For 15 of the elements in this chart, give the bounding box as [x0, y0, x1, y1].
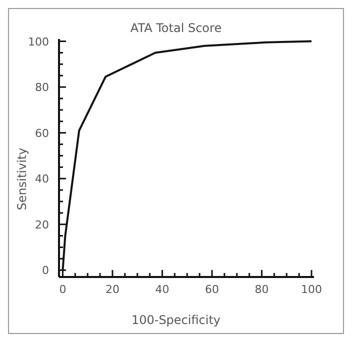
chart-title: ATA Total Score [129, 21, 223, 35]
x-tick-label: 80 [254, 283, 269, 296]
y-tick-label: 80 [35, 81, 49, 94]
x-tick-label: 0 [59, 283, 66, 296]
x-axis-title: 100-Specificity [130, 313, 222, 327]
x-tick-label: 20 [105, 283, 120, 296]
y-tick-label: 20 [35, 218, 49, 232]
y-tick-label: 60 [35, 126, 49, 140]
y-tick-label: 100 [28, 35, 49, 48]
x-tick-label: 100 [301, 283, 322, 296]
x-tick-label: 60 [205, 283, 219, 296]
x-tick-label: 40 [155, 283, 170, 296]
y-tick-label: 40 [35, 172, 49, 186]
y-tick-label: 0 [42, 264, 49, 278]
y-axis-title: Sensitivity [15, 148, 29, 210]
